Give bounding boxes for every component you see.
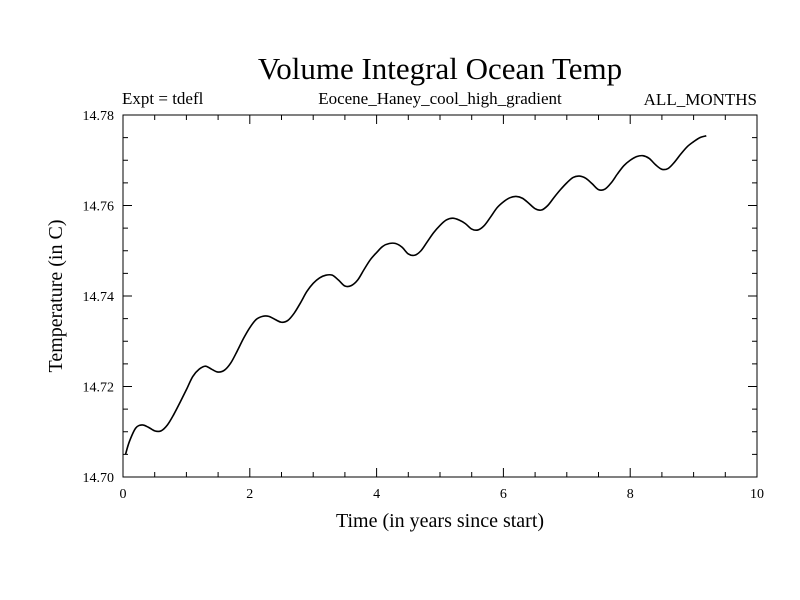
- x-tick-label: 8: [627, 487, 634, 502]
- x-tick-label: 0: [120, 487, 127, 502]
- y-tick-label: 14.76: [83, 200, 115, 215]
- temperature-series-line: [124, 135, 707, 455]
- y-tick-label: 14.72: [83, 381, 115, 396]
- y-tick-label: 14.78: [83, 109, 115, 124]
- chart-subtitle-experiment: Expt = tdefl: [122, 89, 204, 108]
- chart-subtitle-run-name: Eocene_Haney_cool_high_gradient: [318, 89, 562, 108]
- x-tick-label: 4: [373, 487, 380, 502]
- y-axis-label: Temperature (in C): [45, 220, 67, 373]
- x-tick-label: 10: [750, 487, 764, 502]
- x-axis-label: Time (in years since start): [336, 510, 544, 532]
- x-tick-label: 2: [246, 487, 253, 502]
- chart-subtitle-months: ALL_MONTHS: [644, 90, 757, 109]
- plot-frame: [122, 114, 758, 478]
- y-tick-label: 14.74: [83, 290, 115, 305]
- x-tick-label: 6: [500, 487, 507, 502]
- y-tick-label: 14.70: [83, 471, 115, 486]
- axis-tick-labels: 0 2 4 6 8 10 14.70 14.72 14.74 14.76 14.78: [83, 109, 765, 502]
- chart-title: Volume Integral Ocean Temp: [258, 51, 622, 86]
